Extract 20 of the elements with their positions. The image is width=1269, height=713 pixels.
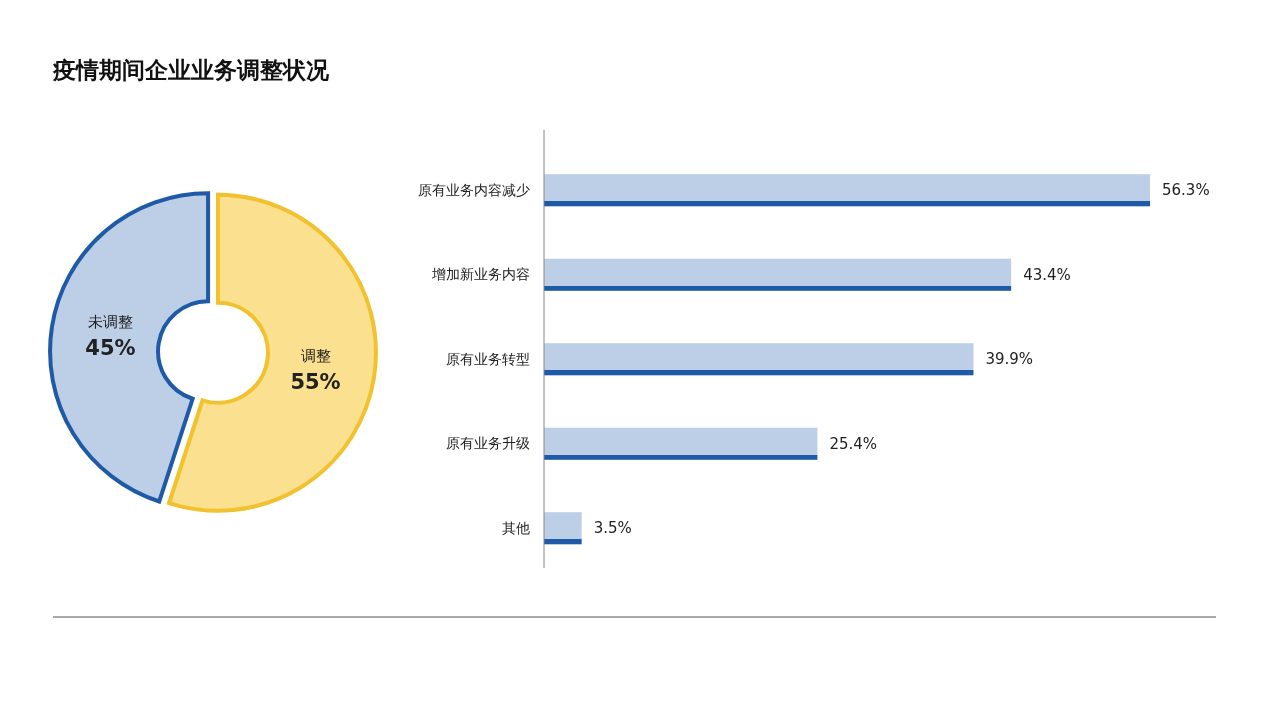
- data-label: 39.9%: [985, 350, 1034, 369]
- bar: [544, 258, 1012, 291]
- y-tick-label: 原有业务升级: [446, 435, 530, 452]
- data-label: 55%: [290, 370, 341, 395]
- slice-label: 未调整: [87, 312, 133, 331]
- data-label: 25.4%: [829, 434, 878, 453]
- y-tick-label: 原有业务转型: [446, 350, 530, 367]
- bar: [544, 427, 818, 460]
- slice-label: 调整: [300, 347, 331, 366]
- bar: [544, 512, 582, 545]
- bar: [544, 343, 974, 376]
- chart-title: 疫情期间企业业务调整状况: [52, 57, 330, 83]
- y-tick-label: 原有业务内容减少: [418, 181, 530, 198]
- data-label: 56.3%: [1162, 181, 1210, 200]
- data-label: 3.5%: [593, 519, 632, 538]
- data-label: 45%: [85, 335, 136, 360]
- y-tick-label: 增加新业务内容: [431, 266, 530, 283]
- bar: [544, 174, 1150, 207]
- data-label: 43.4%: [1023, 265, 1071, 284]
- y-tick-label: 其他: [502, 519, 530, 536]
